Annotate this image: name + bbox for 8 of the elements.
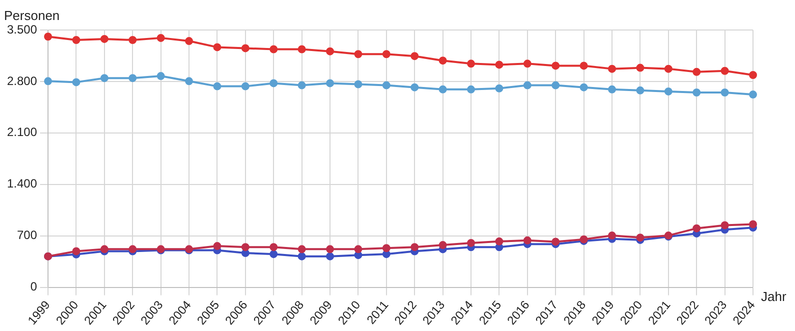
y-axis-title: Personen — [4, 8, 60, 23]
y-tick-label: 2.100 — [7, 125, 38, 140]
y-tick-label: 700 — [17, 228, 38, 242]
y-tick-label: 1.400 — [7, 176, 38, 191]
y-tick-label: 3.500 — [7, 22, 38, 36]
x-axis-title: Jahr — [761, 288, 787, 304]
y-tick-label: 0 — [30, 280, 38, 294]
y-tick-label: 2.800 — [7, 74, 38, 88]
